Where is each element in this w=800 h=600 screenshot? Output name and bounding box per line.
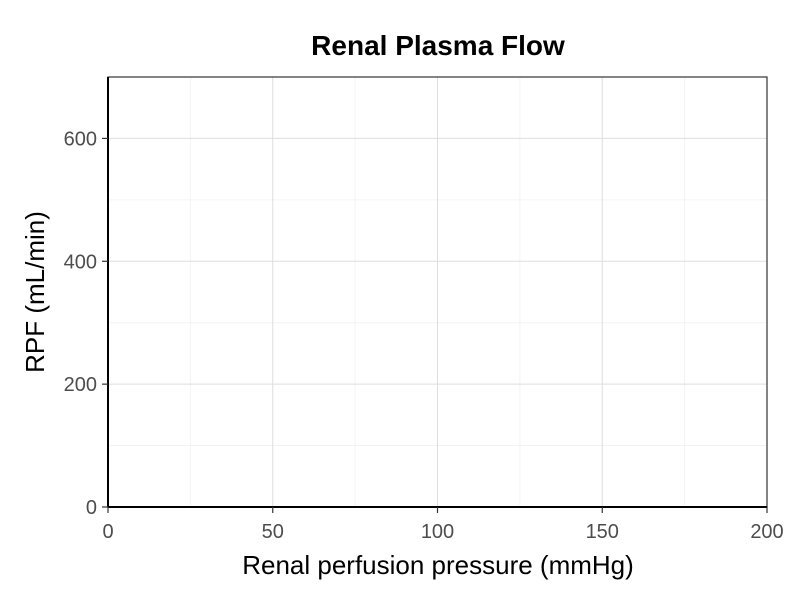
y-tick-label: 0: [86, 497, 97, 519]
y-axis-title: RPF (mL/min): [20, 211, 50, 373]
y-tick-label: 200: [64, 374, 97, 396]
chart-title: Renal Plasma Flow: [311, 30, 565, 61]
y-axis-ticks: 0 200 400 600: [64, 128, 108, 519]
y-tick-label: 400: [64, 251, 97, 273]
x-axis-ticks: 0 50 100 150 200: [102, 507, 784, 543]
x-axis-title: Renal perfusion pressure (mmHg): [242, 550, 634, 580]
x-tick-label: 200: [750, 521, 783, 543]
x-tick-label: 0: [102, 521, 113, 543]
x-tick-label: 150: [586, 521, 619, 543]
x-tick-label: 100: [421, 521, 454, 543]
x-tick-label: 50: [262, 521, 284, 543]
y-tick-label: 600: [64, 128, 97, 150]
